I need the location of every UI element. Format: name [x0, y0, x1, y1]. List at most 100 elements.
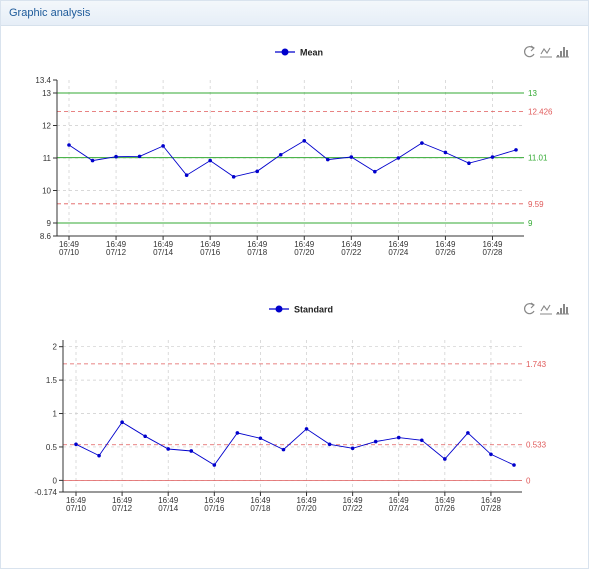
x-tick-time-label: 16:49 [59, 240, 80, 249]
x-tick-time-label: 16:49 [482, 240, 503, 249]
x-tick-date-label: 07/16 [200, 248, 221, 257]
data-point[interactable] [166, 447, 171, 451]
x-tick-date-label: 07/10 [59, 248, 80, 257]
reference-line-label: 1.743 [526, 360, 547, 369]
data-point[interactable] [419, 438, 424, 443]
x-tick-time-label: 16:49 [294, 240, 315, 249]
y-tick-label: 12 [42, 122, 51, 131]
data-point[interactable] [137, 154, 142, 159]
refresh-icon[interactable] [524, 302, 535, 315]
reference-line-label: 9.59 [528, 200, 544, 209]
legend-marker [281, 48, 289, 56]
y-tick-label: -0.174 [34, 488, 57, 497]
data-point[interactable] [120, 420, 124, 425]
x-tick-date-label: 07/28 [482, 248, 503, 257]
x-tick-time-label: 16:49 [153, 240, 174, 249]
x-tick-time-label: 16:49 [343, 496, 364, 505]
data-point[interactable] [184, 173, 189, 178]
chart-legend[interactable]: Standard [269, 305, 333, 315]
data-point[interactable] [467, 161, 471, 165]
y-tick-label: 1.5 [46, 376, 58, 385]
x-tick-time-label: 16:49 [435, 496, 456, 505]
data-point[interactable] [189, 449, 194, 453]
bar-chart-icon[interactable] [556, 47, 569, 58]
data-point[interactable] [161, 144, 165, 148]
data-point[interactable] [489, 452, 493, 457]
data-point[interactable] [420, 141, 424, 145]
x-tick-time-label: 16:49 [435, 240, 456, 249]
reference-line-label: 9 [528, 219, 533, 228]
x-tick-time-label: 16:49 [106, 240, 127, 249]
data-point[interactable] [143, 434, 147, 439]
data-point[interactable] [396, 156, 401, 160]
data-point[interactable] [74, 442, 78, 447]
reference-line-label: 0 [526, 476, 531, 485]
data-point[interactable] [512, 463, 516, 467]
reference-line-label: 12.426 [528, 108, 553, 117]
panel-header: Graphic analysis [1, 1, 588, 26]
x-tick-date-label: 07/20 [297, 504, 318, 513]
x-tick-date-label: 07/24 [389, 504, 410, 513]
y-tick-label: 8.6 [40, 232, 52, 241]
data-point[interactable] [373, 439, 378, 444]
x-tick-time-label: 16:49 [247, 240, 268, 249]
x-tick-time-label: 16:49 [200, 240, 221, 249]
x-tick-date-label: 07/10 [66, 504, 87, 513]
x-tick-time-label: 16:49 [204, 496, 225, 505]
y-tick-label: 1 [53, 410, 58, 419]
refresh-icon[interactable] [524, 45, 535, 58]
x-tick-date-label: 07/20 [294, 248, 315, 257]
data-point[interactable] [258, 436, 263, 441]
data-point[interactable] [514, 148, 518, 152]
data-point[interactable] [327, 442, 332, 447]
data-point[interactable] [396, 435, 401, 440]
data-point[interactable] [373, 169, 377, 174]
data-point[interactable] [302, 138, 307, 143]
x-tick-time-label: 16:49 [158, 496, 179, 505]
data-point[interactable] [304, 427, 309, 431]
x-tick-date-label: 07/22 [341, 248, 362, 257]
line-chart-icon[interactable] [540, 47, 552, 58]
reference-line-label: 13 [528, 89, 537, 98]
data-point[interactable] [208, 158, 212, 163]
data-point[interactable] [90, 158, 95, 163]
standard-chart: Standard1.7430.5330-0.17400.511.5216:490… [34, 302, 569, 513]
data-point[interactable] [212, 463, 217, 467]
y-tick-label: 10 [42, 187, 51, 196]
x-tick-time-label: 16:49 [112, 496, 133, 505]
data-point[interactable] [278, 152, 283, 157]
legend-marker [275, 305, 283, 313]
y-tick-label: 13.4 [35, 76, 51, 85]
line-chart-icon[interactable] [540, 304, 552, 315]
data-point[interactable] [281, 447, 286, 452]
x-tick-date-label: 07/24 [388, 248, 409, 257]
data-point[interactable] [490, 155, 495, 159]
reference-line-label: 11.01 [528, 154, 548, 163]
data-point[interactable] [114, 154, 118, 159]
x-tick-date-label: 07/16 [204, 504, 225, 513]
data-point[interactable] [350, 446, 355, 451]
data-point[interactable] [97, 453, 101, 458]
data-point[interactable] [255, 169, 260, 174]
x-tick-date-label: 07/18 [247, 248, 268, 257]
data-point[interactable] [443, 150, 448, 155]
chart-legend[interactable]: Mean [275, 48, 323, 58]
x-tick-time-label: 16:49 [389, 496, 410, 505]
data-point[interactable] [235, 431, 240, 435]
legend-label: Standard [294, 305, 333, 315]
x-tick-date-label: 07/26 [435, 504, 456, 513]
y-tick-label: 0.5 [46, 443, 58, 452]
data-point[interactable] [67, 143, 71, 147]
bar-chart-icon[interactable] [556, 304, 569, 315]
y-tick-label: 0 [53, 476, 58, 485]
data-point[interactable] [349, 155, 354, 159]
x-tick-date-label: 07/22 [343, 504, 364, 513]
data-point[interactable] [231, 175, 236, 179]
x-tick-time-label: 16:49 [388, 240, 409, 249]
mean-chart: Mean 13 12.426 11.01 9.59 9 8.6 9 10 11 12 13 13.4 16… [35, 45, 569, 257]
data-point[interactable] [443, 457, 447, 461]
data-point[interactable] [466, 431, 470, 435]
panel-title: Graphic analysis [9, 7, 91, 19]
data-point[interactable] [325, 157, 330, 162]
